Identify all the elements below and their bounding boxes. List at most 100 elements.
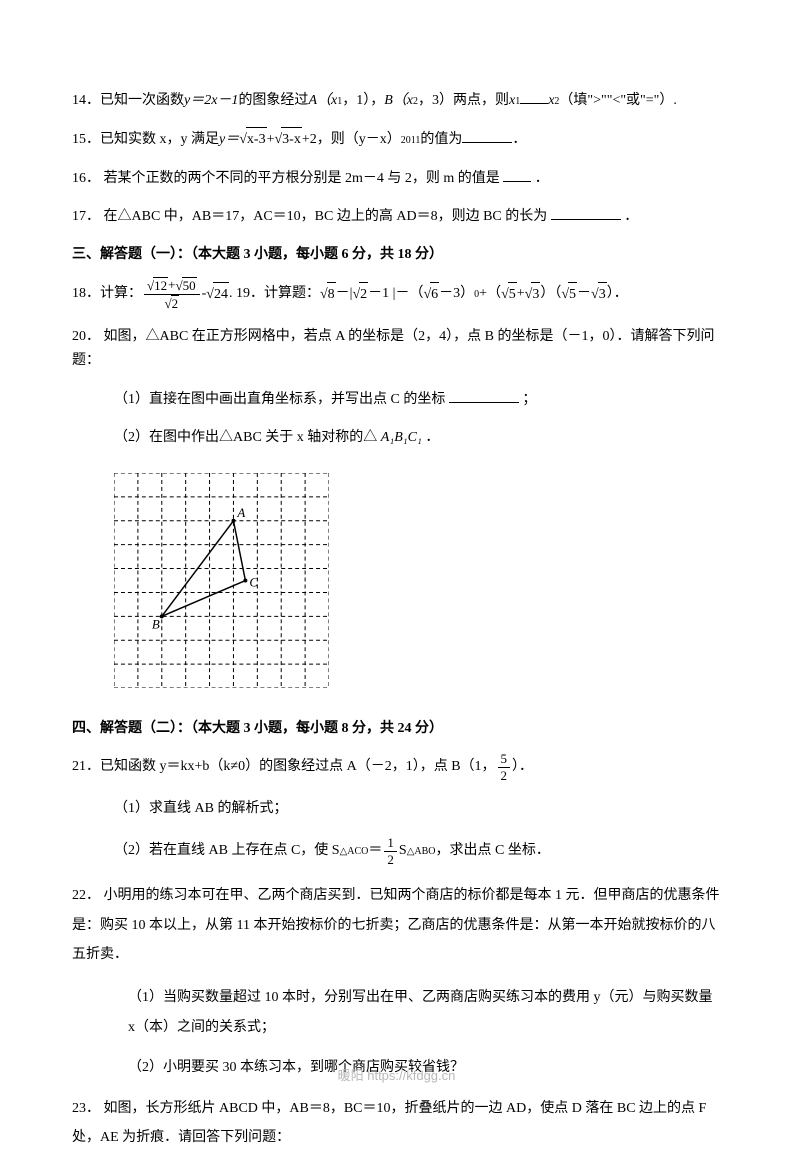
q19-m2: －1 |－（ [368, 282, 423, 306]
q21-t2: ）． [512, 755, 533, 779]
q16-t1: 若某个正数的两个不同的平方根分别是 2m－4 与 2，则 m 的值是 [104, 171, 504, 186]
label-B: B [152, 617, 160, 632]
q22-num: 22． [72, 881, 100, 910]
fraction: 5 2 [498, 751, 511, 783]
question-20: 20． 如图，△ABC 在正方形网格中，若点 A 的坐标是（2，4），点 B 的… [72, 325, 721, 373]
q18-end: . [229, 282, 233, 306]
label-C: C [249, 575, 258, 590]
blank-q17[interactable] [551, 204, 621, 220]
q14-eq: y＝2x－1 [184, 89, 238, 113]
q20-t1: 如图，△ABC 在正方形网格中，若点 A 的坐标是（2，4），点 B 的坐标是（… [72, 329, 714, 368]
q23-num: 23． [72, 1094, 100, 1123]
blank-q15[interactable] [462, 127, 512, 143]
q21-p1: （1）求直线 AB 的解析式； [72, 797, 721, 821]
q19-t1: 计算题： [264, 282, 320, 306]
q16-num: 16． [72, 167, 100, 191]
sqrt-icon: 5 [501, 282, 517, 307]
q17-num: 17． [72, 205, 100, 229]
q15-t4: ． [512, 128, 526, 152]
grid-figure: A B C [114, 473, 329, 688]
q15-plus: + [267, 128, 275, 152]
q14-num: 14． [72, 89, 100, 113]
blank-q14[interactable] [520, 88, 548, 104]
section-3-heading: 三、解答题（一）：（本大题 3 小题，每小题 6 分，共 18 分） [72, 243, 721, 267]
sqrt-icon: 2 [164, 295, 179, 312]
q14-t1: 已知一次函数 [100, 89, 184, 113]
question-22: 22． 小明用的练习本可在甲、乙两个商店买到．已知两个商店的标价都是每本 1 元… [72, 881, 721, 969]
q17-t2: ． [624, 209, 638, 224]
section-4-heading: 四、解答题（二）：（本大题 3 小题，每小题 8 分，共 24 分） [72, 717, 721, 741]
q14-pb2: ，3）两点，则 [418, 89, 509, 113]
q21-fn2: 1 [384, 835, 397, 852]
q16-t2: ． [535, 171, 549, 186]
label-A: A [236, 505, 245, 520]
q15-s2: 3-x [281, 127, 302, 152]
question-14: 14． 已知一次函数 y＝2x－1 的图象经过 A（x1 ，1）， B（x2 ，… [72, 88, 721, 113]
q20-p2b: ． [425, 430, 439, 445]
q18-num: 18． [72, 282, 100, 306]
blank-q20[interactable] [449, 387, 519, 403]
sqrt-icon: 50 [175, 277, 196, 294]
fraction: 12 + 50 2 [144, 277, 200, 311]
q15-s1: x-3 [246, 127, 267, 152]
q19-s3b: 3 [598, 282, 607, 307]
q15-exp: 2011 [401, 132, 421, 149]
q21-sub1: △ACO [340, 843, 369, 860]
q19-m1: －| [336, 282, 353, 306]
frac-denominator: 2 [161, 295, 182, 312]
q20-p1: （1）直接在图中画出直角坐标系，并写出点 C 的坐标 [114, 392, 449, 407]
q14-pa: A（x [308, 89, 337, 113]
q19-num: 19． [236, 282, 264, 306]
q23-t1: 如图，长方形纸片 ABCD 中，AB＝8，BC＝10，折叠纸片的一边 AD，使点… [72, 1101, 706, 1145]
q19-m7: ）． [607, 282, 628, 306]
q21-fd2: 2 [384, 852, 397, 868]
sqrt-icon: 2 [352, 282, 368, 307]
sqrt-icon: 6 [423, 282, 439, 307]
question-15: 15． 已知实数 x，y 满足 y＝ x-3 + 3-x +2，则（y－x） 2… [72, 127, 721, 152]
q15-t2: +2，则（y－x） [302, 128, 401, 152]
q20-tri: A₁B₁C₁ [381, 430, 422, 445]
sqrt-icon: x-3 [239, 127, 266, 152]
fraction: 1 2 [384, 835, 397, 867]
q19-s5b: 5 [568, 282, 577, 307]
q22-p1: （1）当购买数量超过 10 本时，分别写出在甲、乙两商店购买练习本的费用 y（元… [72, 983, 721, 1042]
page-footer: 暖阳 https://kfdgg.cn [0, 1065, 793, 1087]
q19-s3a: 3 [531, 282, 540, 307]
q21-p2a: （2）若在直线 AB 上存在点 C，使 S [114, 839, 340, 863]
q21-p2b: ＝ [368, 839, 382, 863]
q20-part1: （1）直接在图中画出直角坐标系，并写出点 C 的坐标 ； [72, 387, 721, 412]
q19-p1: + [517, 282, 525, 306]
question-17: 17． 在△ABC 中，AB＝17，AC＝10，BC 边上的高 AD＝8，则边 … [72, 204, 721, 229]
q19-s8: 8 [327, 282, 336, 307]
q15-yeq: y＝ [219, 128, 239, 152]
q21-fd: 2 [498, 768, 511, 784]
sqrt-icon: 24 [206, 282, 229, 307]
q19-s2: 2 [359, 282, 368, 307]
q14-t2: 的图象经过 [238, 89, 308, 113]
sqrt-icon: 8 [320, 282, 336, 307]
q18-n2: 50 [182, 277, 197, 294]
sqrt-icon: 12 [147, 277, 168, 294]
question-18: 18． 计算： 12 + 50 2 - 24 . [72, 277, 232, 311]
frac-numerator: 12 + 50 [144, 277, 200, 295]
question-23: 23． 如图，长方形纸片 ABCD 中，AB＝8，BC＝10，折叠纸片的一边 A… [72, 1094, 721, 1153]
question-21: 21． 已知函数 y＝kx+b（k≠0）的图象经过点 A（－2，1），点 B（1… [72, 751, 533, 783]
q21-num: 21． [72, 755, 100, 779]
q19-m5: ）（ [540, 282, 561, 306]
q19-m3: －3） [439, 282, 474, 306]
q21-p2: （2）若在直线 AB 上存在点 C，使 S △ACO ＝ 1 2 S △ABO … [72, 835, 550, 867]
q21-t1: 已知函数 y＝kx+b（k≠0）的图象经过点 A（－2，1），点 B（1， [100, 755, 496, 779]
q19-m4: +（ [479, 282, 501, 306]
q14-pa2: ，1）， [342, 89, 384, 113]
blank-q16[interactable] [503, 166, 531, 182]
q18-plus: + [168, 277, 175, 293]
sqrt-icon: 5 [561, 282, 577, 307]
q14-t3: （填">""<"或"="）. [559, 89, 676, 113]
q20-num: 20． [72, 325, 100, 349]
q20-part2: （2）在图中作出△ABC 关于 x 轴对称的△ A₁B₁C₁ ． [72, 426, 721, 450]
q20-p1end: ； [522, 392, 536, 407]
q18-t1: 计算： [100, 282, 142, 306]
q21-p2c: S [399, 839, 407, 863]
question-19: 19． 计算题： 8 －| 2 －1 |－（ 6 －3） 0 +（ 5 + 3 … [236, 282, 628, 307]
sqrt-icon: 3 [525, 282, 541, 307]
